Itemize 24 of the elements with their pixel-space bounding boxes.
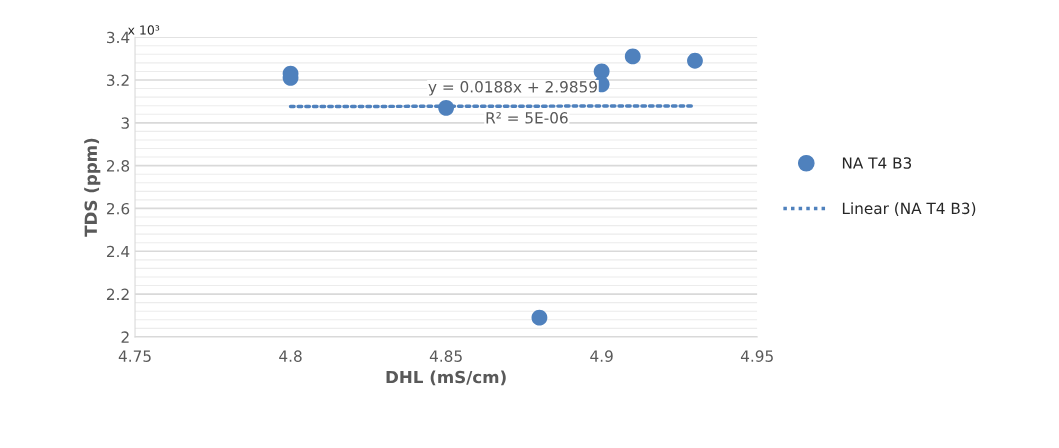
x-tick-label: 4.85 [429,350,462,362]
y-tick-label: 2.2 [106,288,129,300]
y-tick-label: 2.8 [106,160,130,172]
annotation: y = 0.0188x + 2.9859 [428,81,597,96]
legend-label: NA T4 B3 [842,157,912,169]
y-tick-label: 2.4 [106,245,130,258]
legend-label: Linear (NA T4 B3) [842,202,976,216]
text: x 10³ [127,25,160,35]
x-tick-label: 4.95 [740,350,773,362]
y-tick-label: 2 [121,331,129,343]
x-tick-label: 4.8 [279,350,302,362]
point [624,48,641,65]
point [438,99,455,116]
y-axis-title: TDS (ppm) [84,138,101,237]
x-tick-label: 4.9 [590,350,613,362]
x-tick-label: 4.75 [118,350,151,362]
y-tick-label: 3 [121,117,129,129]
point [531,309,548,326]
y-tick-label: 3.4 [107,31,130,44]
annotation: R² = 5E-06 [486,112,568,124]
y-tick-label: 3.2 [107,74,129,87]
point [687,52,703,69]
y-tick-label: 2.6 [106,202,130,215]
x-axis-title: DHL (mS/cm) [386,370,506,386]
